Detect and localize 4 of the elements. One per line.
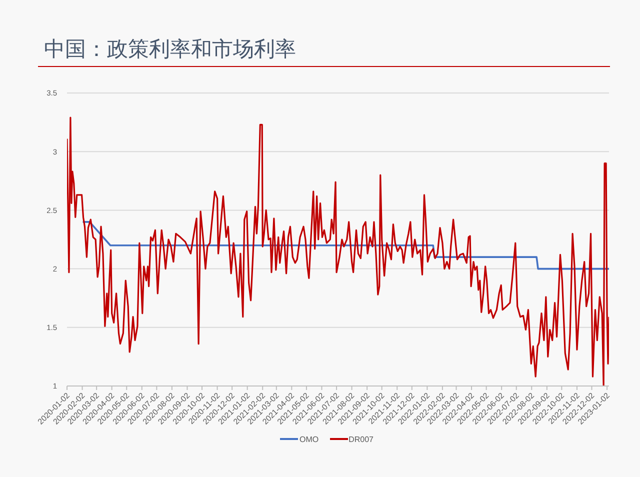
chart-title: 中国：政策利率和市场利率 (44, 36, 296, 62)
legend-label: DR007 (348, 434, 374, 444)
line-series (82, 221, 609, 270)
legend-label: OMO (299, 434, 319, 444)
